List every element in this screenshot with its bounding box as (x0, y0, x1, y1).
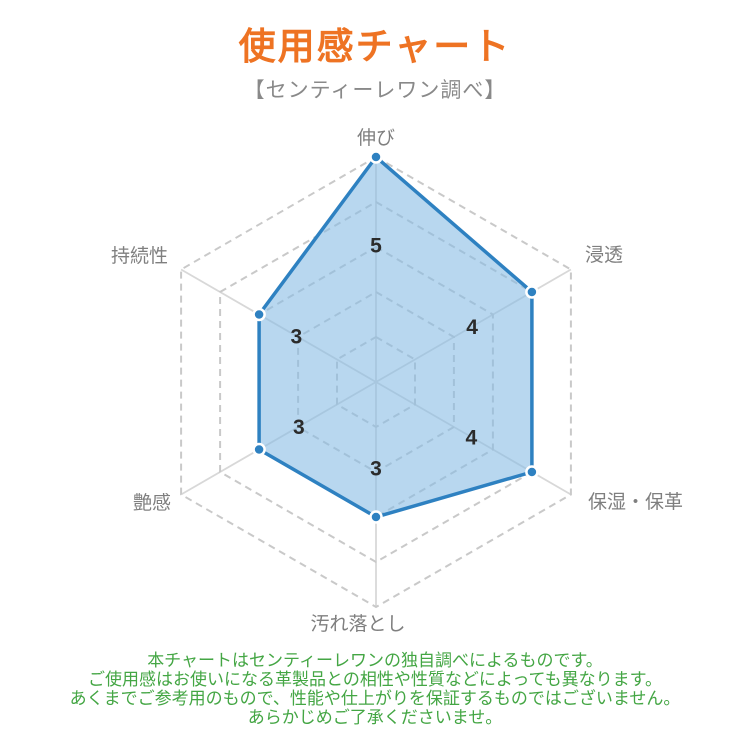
radar-axis-label: 持続性 (111, 245, 168, 267)
page-title: 使用感チャート (238, 26, 512, 67)
radar-value-label: 3 (290, 325, 302, 348)
radar-axis-label: 艶感 (133, 492, 171, 514)
radar-axis-label: 浸透 (585, 244, 623, 266)
footer-line: あくまでご参考用のもので、性能や仕上がりを保証するものではございません。 (69, 689, 681, 708)
radar-grid-ring (180, 155, 572, 609)
radar-axis-label: 保湿・保革 (588, 491, 683, 513)
radar-data-point (369, 150, 383, 164)
radar-value-label: 5 (370, 234, 382, 257)
radar-axis-label: 伸び (357, 127, 395, 149)
footer-line: あらかじめご了承くださいませ。 (247, 708, 503, 727)
footer-line: ご使用感はお使いになる革製品との相性や性質などによっても異なります。 (88, 670, 662, 689)
footer-note: 本チャートはセンティーレワンの独自調べによるものです。 ご使用感はお使いになる革… (0, 651, 750, 727)
radar-data-point (525, 465, 539, 479)
radar-axis-label: 汚れ落とし (310, 613, 405, 635)
footer-line: 本チャートはセンティーレワンの独自調べによるものです。 (147, 651, 603, 670)
radar-value-label: 4 (466, 316, 478, 339)
radar-data-point (525, 285, 539, 299)
radar-value-label: 3 (293, 416, 305, 439)
radar-value-label: 3 (370, 457, 382, 480)
radar-value-label: 4 (465, 426, 477, 449)
radar-data-point (369, 510, 383, 524)
radar-data-point (252, 442, 266, 457)
radar-data-point (252, 307, 266, 322)
page-subtitle: 【センティーレワン調べ】 (243, 79, 507, 102)
